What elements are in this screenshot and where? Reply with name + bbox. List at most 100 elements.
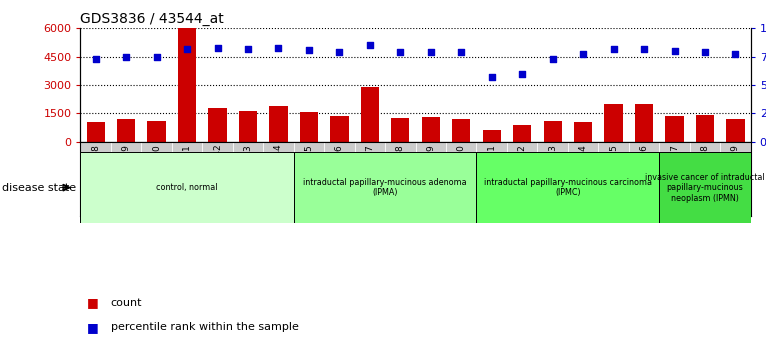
Text: GSM490146: GSM490146: [335, 144, 344, 199]
Bar: [324, 142, 355, 216]
Bar: [452, 119, 470, 142]
Bar: [385, 142, 416, 216]
Point: [729, 52, 741, 57]
Bar: [178, 28, 196, 142]
Point: [455, 49, 467, 55]
Bar: [87, 122, 105, 142]
Point: [577, 52, 589, 57]
Bar: [270, 106, 287, 142]
Text: ■: ■: [87, 321, 99, 334]
Text: intraductal papillary-mucinous carcinoma
(IPMC): intraductal papillary-mucinous carcinoma…: [484, 178, 652, 197]
Bar: [483, 130, 501, 142]
Bar: [635, 104, 653, 142]
Point: [607, 46, 620, 52]
Text: GSM490151: GSM490151: [487, 144, 496, 199]
Bar: [507, 142, 538, 216]
Bar: [544, 121, 561, 142]
Point: [333, 49, 345, 55]
Bar: [696, 115, 714, 142]
Text: control, normal: control, normal: [156, 183, 218, 192]
Bar: [689, 142, 720, 216]
Bar: [660, 142, 689, 216]
Bar: [80, 142, 111, 216]
Text: GSM490152: GSM490152: [518, 144, 527, 199]
Point: [486, 74, 498, 80]
Text: GSM490156: GSM490156: [640, 144, 649, 199]
Text: GSM490155: GSM490155: [609, 144, 618, 199]
Bar: [300, 112, 318, 142]
Bar: [568, 142, 598, 216]
Text: GSM490144: GSM490144: [274, 144, 283, 199]
Text: GSM490143: GSM490143: [244, 144, 253, 199]
Point: [424, 49, 437, 55]
Text: GSM490153: GSM490153: [548, 144, 557, 199]
Bar: [629, 142, 660, 216]
Bar: [476, 152, 660, 223]
Text: GSM490142: GSM490142: [213, 144, 222, 199]
Text: count: count: [110, 298, 142, 308]
Bar: [446, 142, 476, 216]
Text: percentile rank within the sample: percentile rank within the sample: [110, 322, 299, 332]
Bar: [293, 142, 324, 216]
Text: GSM490145: GSM490145: [304, 144, 313, 199]
Bar: [142, 142, 172, 216]
Bar: [476, 142, 507, 216]
Point: [364, 42, 376, 48]
Bar: [233, 142, 264, 216]
Text: GSM490141: GSM490141: [182, 144, 192, 199]
Point: [211, 45, 224, 50]
Point: [242, 46, 254, 52]
Text: GSM490159: GSM490159: [731, 144, 740, 199]
Bar: [361, 87, 379, 142]
Point: [638, 46, 650, 52]
Bar: [239, 112, 257, 142]
Point: [516, 71, 529, 76]
Bar: [355, 142, 385, 216]
Bar: [208, 108, 227, 142]
Point: [546, 56, 558, 62]
Bar: [416, 142, 446, 216]
Bar: [604, 104, 623, 142]
Bar: [264, 142, 293, 216]
Bar: [726, 119, 745, 142]
Text: GSM490148: GSM490148: [396, 144, 404, 199]
Point: [394, 49, 407, 55]
Bar: [172, 142, 202, 216]
Text: GSM490150: GSM490150: [457, 144, 466, 199]
Bar: [147, 121, 165, 142]
Point: [303, 47, 315, 53]
Bar: [513, 125, 532, 142]
Text: GSM490154: GSM490154: [578, 144, 588, 199]
Text: GSM490158: GSM490158: [700, 144, 709, 199]
Bar: [660, 152, 751, 223]
Point: [90, 56, 102, 62]
Bar: [598, 142, 629, 216]
Point: [181, 46, 193, 52]
Bar: [391, 118, 410, 142]
Text: GSM490157: GSM490157: [670, 144, 679, 199]
Bar: [117, 119, 136, 142]
Point: [699, 49, 711, 55]
Bar: [538, 142, 568, 216]
Point: [150, 54, 162, 59]
Text: invasive cancer of intraductal
papillary-mucinous
neoplasm (IPMN): invasive cancer of intraductal papillary…: [645, 173, 764, 202]
Bar: [80, 152, 293, 223]
Text: GDS3836 / 43544_at: GDS3836 / 43544_at: [80, 12, 224, 26]
Bar: [293, 152, 476, 223]
Text: GSM490147: GSM490147: [365, 144, 375, 199]
Bar: [330, 116, 349, 142]
Point: [120, 54, 133, 59]
Text: GSM490149: GSM490149: [427, 144, 435, 199]
Text: disease state: disease state: [2, 183, 76, 193]
Text: GSM490138: GSM490138: [91, 144, 100, 199]
Bar: [421, 117, 440, 142]
Text: intraductal papillary-mucinous adenoma
(IPMA): intraductal papillary-mucinous adenoma (…: [303, 178, 467, 197]
Point: [669, 48, 681, 54]
Bar: [720, 142, 751, 216]
Bar: [666, 116, 684, 142]
Bar: [574, 122, 592, 142]
Text: GSM490139: GSM490139: [122, 144, 131, 199]
Text: GSM490140: GSM490140: [152, 144, 161, 199]
Point: [273, 45, 285, 50]
Text: ■: ■: [87, 296, 99, 309]
